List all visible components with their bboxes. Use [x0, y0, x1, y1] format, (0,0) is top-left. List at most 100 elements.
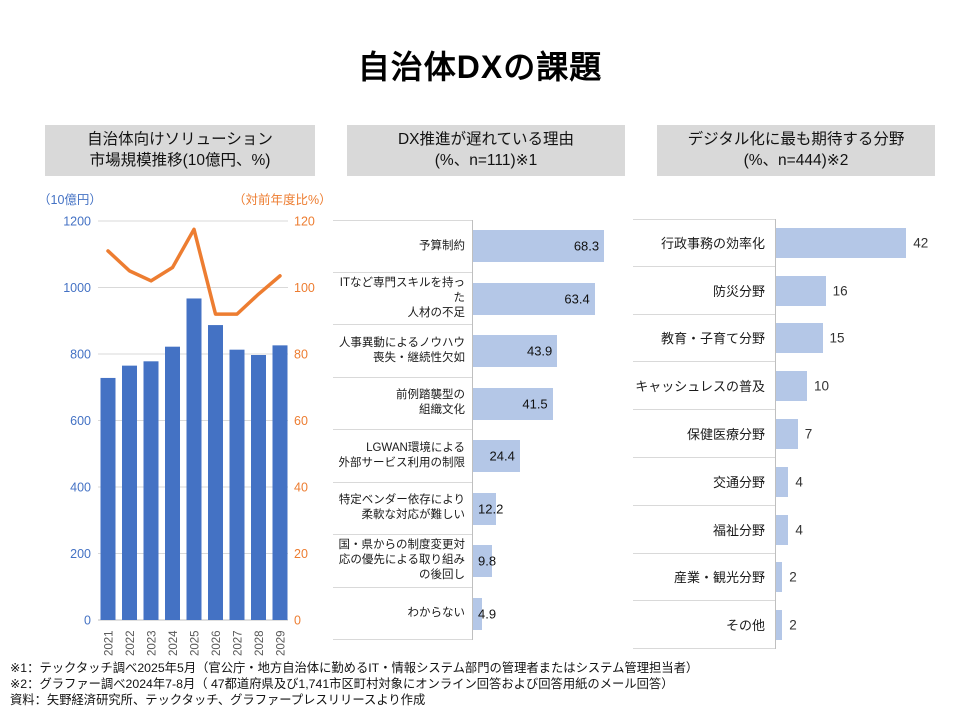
market-chart-svg: 0 200 400 600 800 1000 1200 0 20 40 60 80 100 120 2021… — [63, 215, 315, 657]
category-label: 交通分野 — [633, 458, 775, 506]
bar-area: 4 — [775, 457, 945, 506]
footnote-2: ※2：グラファー調べ2024年7-8月（ 47都道府県及び1,741市区町村対象… — [10, 677, 674, 691]
value-bar — [776, 275, 826, 306]
market-bar — [272, 345, 288, 620]
chart-row: 前例踏襲型の 組織文化 41.5 — [333, 377, 635, 430]
category-label: 教育・子育て分野 — [633, 315, 775, 363]
year-tick-label: 2029 — [276, 630, 288, 656]
market-bar — [208, 325, 223, 620]
left-axis-unit-label: （10億円） — [38, 193, 102, 207]
bar-value-label: 4 — [795, 474, 803, 490]
bar-area: 4.9 — [472, 587, 635, 640]
chart-row: 産業・観光分野 2 — [633, 553, 945, 602]
bar-value-label: 7 — [804, 426, 813, 442]
bar-area: 43.9 — [472, 325, 635, 378]
year-tick-label: 2022 — [125, 630, 137, 656]
value-bar — [473, 492, 497, 525]
market-bar — [229, 349, 245, 620]
value-bar — [473, 597, 483, 630]
bar-value-label: 12.2 — [478, 501, 504, 517]
market-size-combo-chart: 0 200 400 600 800 1000 1200 0 20 40 60 80 100 120 2021… — [35, 200, 345, 670]
bar-area: 16 — [775, 266, 945, 315]
header-dx-delay-reasons: DX推進が遅れている理由 (%、n=111)※1 — [347, 125, 625, 176]
year-tick-label: 2027 — [233, 630, 245, 656]
market-bar — [251, 354, 266, 620]
chart-row: ITなど専門スキルを持った 人材の不足 63.4 — [333, 272, 635, 325]
year-tick-label: 2024 — [168, 630, 180, 656]
chart-row: 教育・子育て分野 15 — [633, 314, 945, 363]
right-axis-tick-label: 80 — [294, 348, 308, 362]
category-label: 行政事務の効率化 — [633, 219, 775, 267]
bar-area: 12.2 — [472, 482, 635, 535]
footnote-1: ※1：テックタッチ調べ2025年5月（官公庁・地方自治体に勤めるIT・情報システ… — [10, 661, 699, 675]
footnote-source: 資料：矢野経済研究所、テックタッチ、グラファープレスリリースより作成 — [10, 693, 426, 707]
category-label: 特定ベンダー依存により 柔軟な対応が難しい — [333, 483, 472, 535]
category-label: 国・県からの制度変更対 応の優先による取り組み の後回し — [333, 535, 472, 588]
right-axis-tick-label: 20 — [294, 547, 308, 561]
chart-row: 福祉分野 4 — [633, 505, 945, 554]
right-axis-tick-label: 60 — [294, 414, 308, 428]
bar-value-label: 68.3 — [573, 238, 600, 254]
chart-row: 行政事務の効率化 42 — [633, 219, 945, 267]
bar-value-label: 10 — [814, 378, 830, 394]
bar-value-label: 4 — [795, 522, 803, 538]
bar-value-label: 24.4 — [489, 448, 515, 464]
category-label: 前例踏襲型の 組織文化 — [333, 378, 472, 430]
category-label: 福祉分野 — [633, 506, 775, 554]
year-tick-label: 2021 — [104, 630, 116, 656]
digital-expectations-chart: 行政事務の効率化 42 防災分野 16 教育・子育て分野 15 キャッシュレスの普及 10 保健… — [633, 219, 945, 650]
value-bar — [776, 371, 807, 402]
value-bar — [776, 610, 783, 641]
left-axis-tick-label: 0 — [84, 614, 91, 628]
bar-area: 42 — [775, 219, 945, 267]
right-axis-tick-label: 0 — [294, 614, 301, 628]
bar-value-label: 41.5 — [522, 396, 548, 412]
right-axis-unit-label: （対前年度比%） — [233, 193, 332, 207]
bar-area: 2 — [775, 601, 945, 650]
category-label: その他 — [633, 601, 775, 650]
chart-row: 人事異動によるノウハウ 喪失・継続性欠如 43.9 — [333, 325, 635, 378]
market-bar — [165, 346, 180, 620]
chart-row: 特定ベンダー依存により 柔軟な対応が難しい 12.2 — [333, 482, 635, 535]
left-axis-tick-label: 400 — [70, 481, 91, 495]
bar-area: 9.8 — [472, 535, 635, 588]
bar-area: 10 — [775, 362, 945, 411]
market-bar — [100, 377, 116, 620]
market-bar — [122, 365, 137, 620]
chart-row: 交通分野 4 — [633, 457, 945, 506]
bar-area: 4 — [775, 505, 945, 554]
dx-delay-reasons-chart: 予算制約 68.3 ITなど専門スキルを持った 人材の不足 63.4 人事異動によるノウ… — [333, 220, 635, 640]
bar-area: 7 — [775, 410, 945, 458]
chart-row: 防災分野 16 — [633, 266, 945, 315]
market-bar — [186, 298, 202, 620]
left-axis-tick-label: 1000 — [63, 281, 91, 295]
bar-value-label: 4.9 — [478, 606, 497, 622]
value-bar — [473, 230, 605, 263]
bar-value-label: 9.8 — [478, 553, 497, 569]
left-axis-tick-label: 600 — [70, 414, 91, 428]
market-bar — [143, 361, 159, 620]
left-axis-tick-label: 1200 — [63, 215, 91, 229]
left-axis-tick-label: 800 — [70, 348, 91, 362]
category-label: 予算制約 — [333, 220, 472, 273]
chart-row: その他 2 — [633, 601, 945, 650]
value-bar — [776, 323, 823, 354]
year-tick-label: 2023 — [147, 630, 159, 656]
chart-row: 保健医療分野 7 — [633, 410, 945, 458]
chart-row: LGWAN環境による 外部サービス利用の制限 24.4 — [333, 430, 635, 483]
bar-value-label: 16 — [832, 283, 848, 299]
bar-value-label: 2 — [789, 617, 797, 633]
right-axis-tick-label: 40 — [294, 481, 308, 495]
value-bar — [776, 562, 783, 593]
header-digital-expectations: デジタル化に最も期待する分野 (%、n=444)※2 — [657, 125, 935, 176]
bar-area: 15 — [775, 314, 945, 363]
chart-row: キャッシュレスの普及 10 — [633, 362, 945, 411]
year-tick-label: 2025 — [190, 630, 202, 656]
year-tick-label: 2028 — [254, 630, 266, 656]
header-market-size: 自治体向けソリューション 市場規模推移(10億円、%) — [45, 125, 315, 176]
category-label: LGWAN環境による 外部サービス利用の制限 — [333, 430, 472, 483]
chart-row: 国・県からの制度変更対 応の優先による取り組み の後回し 9.8 — [333, 535, 635, 588]
value-bar — [473, 387, 553, 420]
left-axis-tick-label: 200 — [70, 547, 91, 561]
